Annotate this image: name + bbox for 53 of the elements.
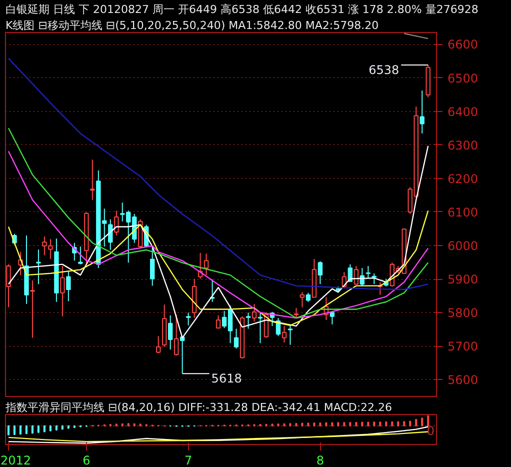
candlestick bbox=[36, 249, 41, 285]
x-tick-label: 8 bbox=[316, 454, 324, 467]
y-tick-label: 6100 bbox=[448, 205, 478, 220]
candlestick bbox=[150, 246, 155, 286]
y-tick-label: 5700 bbox=[448, 340, 478, 354]
annotation: 6538 bbox=[368, 63, 400, 78]
candlestick bbox=[30, 280, 35, 338]
candlestick bbox=[78, 246, 83, 265]
candlestick bbox=[234, 328, 239, 350]
candlestick bbox=[294, 307, 299, 318]
y-tick-label: 6200 bbox=[448, 172, 478, 186]
candlestick bbox=[366, 265, 371, 280]
candlestick bbox=[186, 312, 191, 326]
candlestick bbox=[60, 265, 65, 317]
candlestick bbox=[174, 314, 179, 356]
y-tick-label: 6600 bbox=[448, 38, 478, 52]
candlestick bbox=[246, 312, 251, 330]
candlestick bbox=[372, 272, 377, 285]
candlestick bbox=[258, 312, 263, 344]
candlestick bbox=[330, 311, 335, 325]
candlestick bbox=[282, 326, 287, 343]
candlestick bbox=[66, 270, 71, 302]
chart-subtitle: K线图 ⊟移动平均线 ⊟(5,10,20,25,50,240) MA1:5842.80 MA2:5798.20 bbox=[6, 19, 379, 32]
y-tick-label: 5900 bbox=[448, 272, 478, 287]
candlestick bbox=[216, 314, 221, 329]
y-tick-label: 6500 bbox=[448, 71, 478, 86]
y-tick-label: 5800 bbox=[448, 306, 478, 320]
chart-title: 白银延期 日线 下 20120827 周一 开6449 高6538 低6442 收6531 涨 178 2.80% 量276928 bbox=[6, 3, 478, 16]
x-tick-label: 6 bbox=[82, 454, 90, 467]
annotation: 5618 bbox=[211, 372, 242, 386]
y-tick-label: 5600 bbox=[448, 373, 478, 388]
candlestick bbox=[288, 324, 293, 346]
candlestick bbox=[90, 159, 95, 200]
chart-title: 指数平滑异同平均线 ⊟(84,20,16) DIFF:-331.28 DEA:-342.41 MACD:22.26 bbox=[4, 401, 392, 414]
y-tick-label: 6000 bbox=[448, 239, 478, 254]
candlestick bbox=[114, 210, 119, 236]
candlestick bbox=[420, 90, 424, 134]
candlestick bbox=[300, 292, 305, 308]
candlestick bbox=[168, 314, 173, 350]
candlestick bbox=[252, 303, 257, 322]
candlestick bbox=[156, 336, 161, 354]
candlestick bbox=[354, 265, 359, 285]
candlestick bbox=[6, 264, 11, 308]
candlestick bbox=[318, 260, 323, 285]
y-tick-label: 6300 bbox=[448, 138, 478, 152]
candlestick bbox=[306, 292, 311, 302]
line-series bbox=[8, 58, 429, 290]
candlestick bbox=[204, 253, 209, 276]
candlestick bbox=[108, 218, 113, 250]
y-tick-label: 6400 bbox=[448, 104, 478, 119]
x-tick-label: 2012 bbox=[0, 454, 32, 467]
ref-line-label: 0 bbox=[426, 424, 435, 438]
x-tick-label: 7 bbox=[184, 454, 192, 467]
